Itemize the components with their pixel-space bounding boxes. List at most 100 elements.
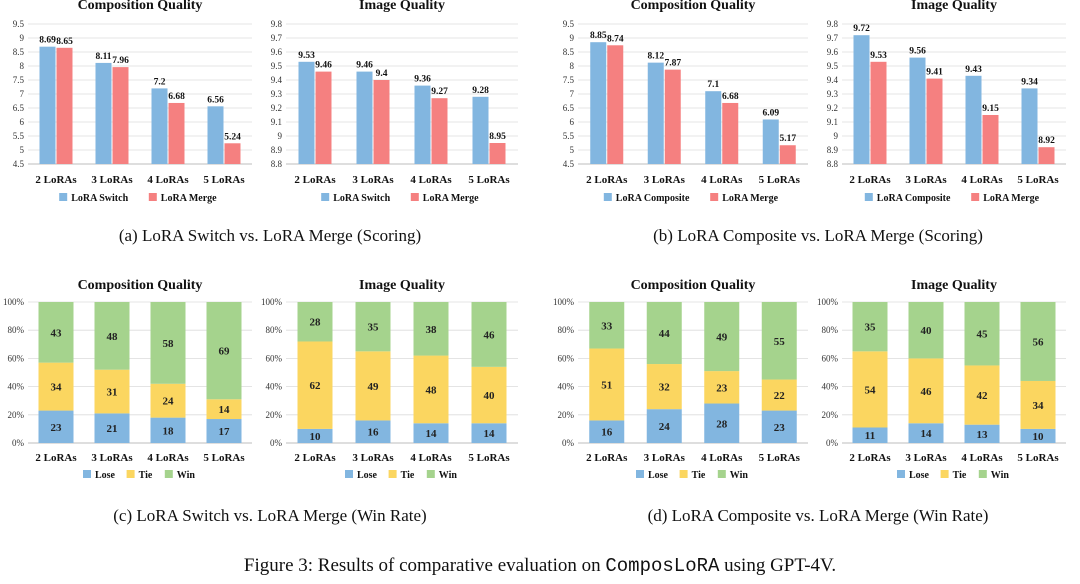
data-label: 13 bbox=[977, 429, 989, 441]
x-tick-label: 3 LoRAs bbox=[644, 174, 686, 186]
legend-swatch bbox=[345, 470, 353, 478]
bar bbox=[1021, 88, 1038, 164]
data-label: 9.28 bbox=[472, 86, 489, 96]
y-tick-label: 9.6 bbox=[271, 47, 283, 57]
x-tick-label: 3 LoRAs bbox=[352, 452, 394, 464]
legend-swatch bbox=[59, 193, 68, 201]
bar-segment bbox=[38, 302, 74, 363]
legend-swatch bbox=[897, 470, 905, 478]
legend-swatch bbox=[148, 193, 157, 201]
y-tick-label: 60% bbox=[558, 353, 575, 363]
bar-segment bbox=[355, 420, 391, 443]
y-tick-label: 9.2 bbox=[827, 103, 838, 113]
data-label: 6.09 bbox=[762, 108, 779, 118]
y-tick-label: 9 bbox=[570, 33, 575, 43]
bar bbox=[151, 88, 168, 164]
bar-segment bbox=[704, 371, 740, 404]
figure-caption: Figure 3: Results of comparative evaluat… bbox=[244, 555, 836, 577]
legend-label: Tie bbox=[139, 470, 153, 481]
bar-segment bbox=[704, 403, 740, 443]
data-label: 40 bbox=[484, 390, 496, 402]
legend-label: Tie bbox=[401, 470, 415, 481]
data-label: 5.17 bbox=[779, 134, 796, 144]
data-label: 11 bbox=[865, 430, 875, 442]
x-tick-label: 2 LoRAs bbox=[586, 174, 628, 186]
y-tick-label: 100% bbox=[3, 297, 25, 307]
data-label: 9.72 bbox=[853, 24, 870, 34]
legend-swatch bbox=[83, 470, 91, 478]
bar bbox=[168, 102, 185, 164]
bar-segment bbox=[1020, 380, 1056, 429]
chart-panel-3: Composition Quality 4.5 5 5.5 6 6.5 7 7.5 8 8.5 9 9… bbox=[563, 0, 808, 204]
legend-swatch bbox=[321, 193, 330, 201]
y-tick-label: 20% bbox=[822, 410, 839, 420]
legend-label: LoRA Merge bbox=[722, 193, 778, 204]
x-tick-label: 2 LoRAs bbox=[586, 452, 628, 464]
y-tick-label: 8 bbox=[20, 61, 25, 71]
data-label: 7.1 bbox=[707, 80, 719, 90]
data-label: 18 bbox=[163, 425, 175, 437]
y-tick-label: 60% bbox=[822, 353, 839, 363]
legend-label: LoRA Switch bbox=[333, 193, 390, 204]
data-label: 49 bbox=[368, 381, 380, 393]
bar-segment bbox=[646, 364, 682, 410]
bar bbox=[489, 143, 506, 164]
y-tick-label: 80% bbox=[822, 325, 839, 335]
y-tick-label: 20% bbox=[266, 410, 283, 420]
data-label: 6.56 bbox=[207, 95, 224, 105]
x-tick-label: 3 LoRAs bbox=[905, 174, 947, 186]
y-tick-label: 5 bbox=[20, 145, 25, 155]
bar-segment bbox=[150, 383, 186, 418]
data-label: 9.15 bbox=[982, 104, 999, 114]
data-label: 9.46 bbox=[356, 61, 373, 71]
y-tick-label: 7 bbox=[570, 89, 575, 99]
y-tick-label: 9 bbox=[278, 131, 283, 141]
y-tick-label: 8.8 bbox=[271, 159, 283, 169]
y-tick-label: 9.8 bbox=[271, 19, 283, 29]
bar bbox=[56, 47, 73, 164]
y-tick-label: 6 bbox=[20, 117, 25, 127]
y-tick-label: 7 bbox=[20, 89, 25, 99]
data-label: 48 bbox=[426, 384, 438, 396]
legend-swatch bbox=[126, 470, 135, 478]
data-label: 55 bbox=[774, 336, 786, 348]
y-tick-label: 20% bbox=[8, 410, 25, 420]
y-tick-label: 9.7 bbox=[271, 33, 283, 43]
bar bbox=[414, 85, 431, 164]
chart-title: Image Quality bbox=[911, 0, 997, 13]
data-label: 44 bbox=[659, 328, 671, 340]
bar bbox=[762, 119, 779, 164]
data-label: 51 bbox=[601, 379, 612, 391]
y-tick-label: 6 bbox=[570, 117, 575, 127]
data-label: 16 bbox=[601, 427, 613, 439]
y-tick-label: 9 bbox=[834, 131, 839, 141]
bar-segment bbox=[964, 424, 1000, 443]
data-label: 8.85 bbox=[590, 31, 607, 41]
data-label: 69 bbox=[219, 346, 231, 358]
bar bbox=[207, 106, 224, 164]
bar bbox=[722, 102, 739, 164]
bar bbox=[664, 69, 681, 164]
y-tick-label: 8.8 bbox=[827, 159, 839, 169]
chart-title: Composition Quality bbox=[631, 0, 756, 13]
x-tick-label: 5 LoRAs bbox=[203, 452, 245, 464]
data-label: 10 bbox=[1033, 431, 1045, 443]
data-label: 7.2 bbox=[154, 77, 166, 87]
data-label: 8.11 bbox=[95, 52, 111, 62]
y-tick-label: 6.5 bbox=[563, 103, 575, 113]
y-tick-label: 9.7 bbox=[827, 33, 839, 43]
legend-label: Lose bbox=[648, 470, 669, 481]
x-tick-label: 2 LoRAs bbox=[849, 452, 891, 464]
data-label: 38 bbox=[426, 324, 438, 336]
y-tick-label: 40% bbox=[822, 382, 839, 392]
bar bbox=[779, 145, 796, 164]
chart-panel-7: Composition Quality 0% 20% 40% 60% 80% 100% 2 L… bbox=[553, 278, 808, 481]
bar-segment bbox=[413, 423, 449, 443]
data-label: 14 bbox=[219, 404, 231, 416]
data-label: 9.53 bbox=[298, 51, 315, 61]
data-label: 9.56 bbox=[909, 47, 926, 57]
x-tick-label: 2 LoRAs bbox=[294, 452, 336, 464]
data-label: 23 bbox=[51, 422, 63, 434]
bar bbox=[607, 45, 624, 164]
data-label: 34 bbox=[1033, 400, 1045, 412]
